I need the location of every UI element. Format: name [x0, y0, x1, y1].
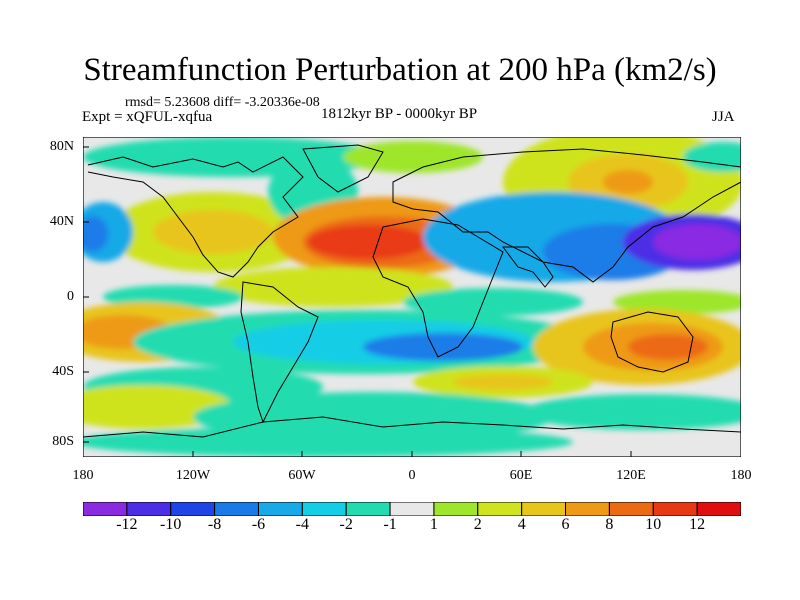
colorbar-swatch — [521, 502, 567, 516]
coastline-antarctica — [83, 416, 741, 438]
colorbar-label: 2 — [473, 516, 482, 533]
colorbar-swatch — [257, 502, 303, 516]
lat-tick-label: 80S — [52, 434, 74, 449]
colorbar-label: 8 — [605, 516, 614, 533]
colorbar-swatch — [214, 502, 259, 516]
coastline-australia — [610, 311, 694, 373]
stats-line: rmsd= 5.23608 diff= -3.20336e-08 — [125, 95, 320, 110]
lat-tick-label: 40N — [49, 214, 74, 229]
colorbar-label: -10 — [160, 516, 182, 533]
lon-tick-label: 180 — [730, 468, 752, 483]
streamfunction-map — [83, 137, 741, 457]
experiment-label: Expt = xQFUL-xqfua — [82, 109, 213, 125]
colorbar-swatch — [608, 502, 654, 516]
colorbar-label: 6 — [561, 516, 570, 533]
colorbar-swatch — [565, 502, 610, 516]
period-label: 1812kyr BP - 0000kyr BP — [321, 106, 478, 122]
lon-tick-label: 0 — [408, 468, 416, 483]
colorbar-swatch — [83, 502, 128, 516]
coastline-north-america — [87, 156, 304, 278]
colorbar-swatch — [345, 502, 391, 516]
colorbar-label: 12 — [689, 516, 706, 533]
coastline-eurasia — [392, 148, 741, 283]
colorbar-label: -1 — [383, 516, 397, 533]
lat-tick-label: 0 — [67, 289, 74, 304]
coastline-africa — [372, 218, 504, 358]
coastline-greenland — [302, 144, 384, 193]
colorbar-swatch — [477, 502, 523, 516]
lat-tick-label: 40S — [52, 364, 74, 379]
lon-tick-label: 120E — [616, 468, 646, 483]
colorbar-label: -12 — [116, 516, 138, 533]
colorbar-swatch — [170, 502, 216, 516]
lon-tick-label: 60W — [288, 468, 316, 483]
colorbar-swatch — [389, 502, 435, 516]
colorbar-label: 1 — [429, 516, 438, 533]
colorbar-label: 10 — [645, 516, 662, 533]
colorbar-label: -2 — [339, 516, 353, 533]
colorbar-swatch — [126, 502, 172, 516]
contour-field — [83, 137, 741, 457]
coastline-south-america — [240, 281, 319, 424]
colorbar-swatch — [652, 502, 698, 516]
coastline-india — [502, 246, 554, 288]
lon-tick-label: 60E — [509, 468, 533, 483]
colorbar-label: 4 — [517, 516, 526, 533]
axis-ticks — [83, 146, 741, 457]
plot-title: Streamfunction Perturbation at 200 hPa (… — [83, 52, 717, 88]
lat-tick-label: 80N — [49, 139, 74, 154]
colorbar — [83, 502, 741, 516]
colorbar-label: -8 — [207, 516, 222, 533]
colorbar-swatch — [433, 502, 479, 516]
coastlines — [83, 144, 741, 438]
lon-tick-label: 180 — [72, 468, 94, 483]
colorbar-swatch — [696, 502, 741, 516]
colorbar-swatch — [301, 502, 347, 516]
colorbar-label: -4 — [295, 516, 309, 533]
colorbar-label: -6 — [251, 516, 266, 533]
lon-tick-label: 120W — [175, 468, 211, 483]
season-label: JJA — [712, 109, 735, 125]
